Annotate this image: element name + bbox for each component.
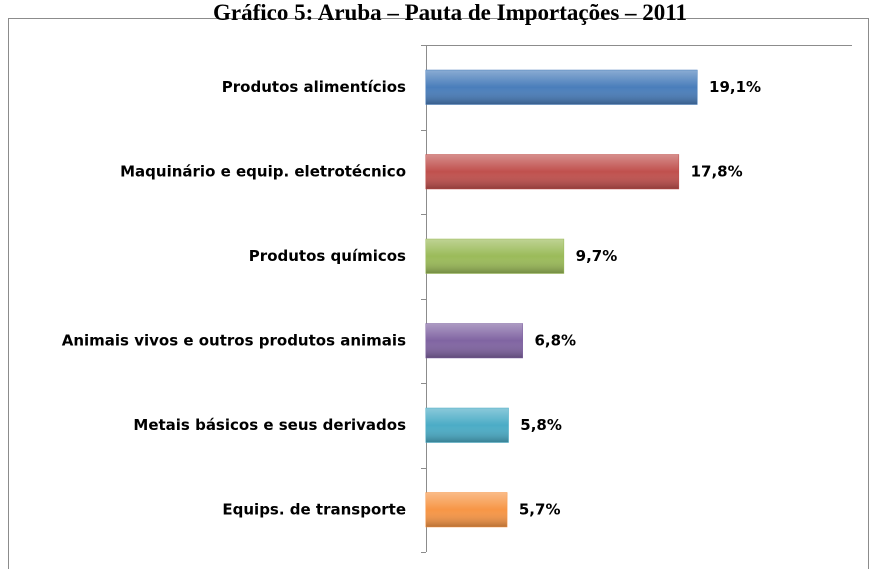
chart-title: Gráfico 5: Aruba – Pauta de Importações … [213,0,687,25]
category-label: Animais vivos e outros produtos animais [62,331,406,349]
bar-shine [426,408,509,443]
chart-frame [8,18,869,569]
bar-shine [426,154,679,189]
category-label: Maquinário e equip. eletrotécnico [120,162,406,180]
value-label: 9,7% [576,247,618,265]
category-label: Metais básicos e seus derivados [133,416,406,434]
value-label: 5,8% [520,416,562,434]
category-label: Produtos alimentícios [222,78,406,96]
value-label: 17,8% [691,162,743,180]
category-label: Produtos químicos [249,247,406,265]
category-label: Equips. de transporte [222,500,406,518]
value-label: 5,7% [519,500,561,518]
bar-shine [426,70,698,105]
bar-shine [426,323,523,358]
value-label: 6,8% [534,331,576,349]
value-label: 19,1% [709,78,761,96]
bar-shine [426,239,564,274]
bar-shine [426,492,507,527]
